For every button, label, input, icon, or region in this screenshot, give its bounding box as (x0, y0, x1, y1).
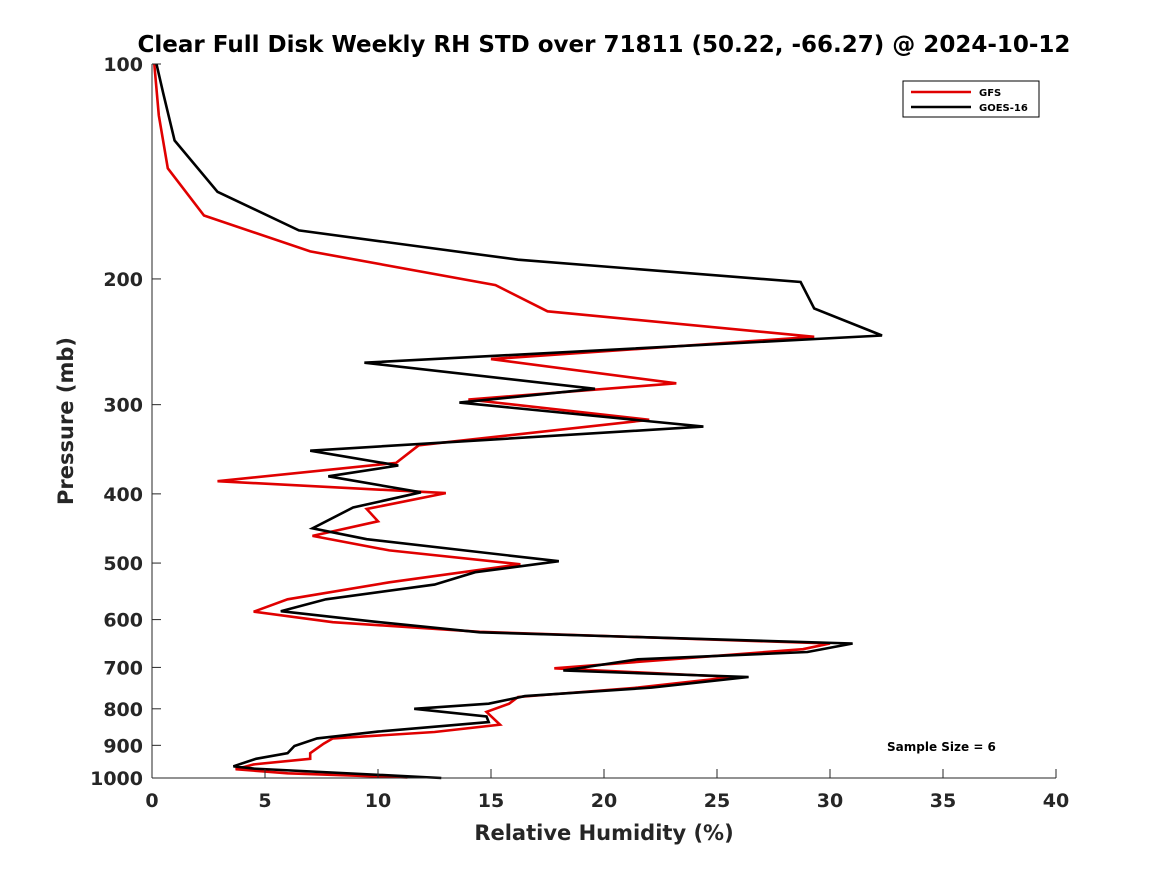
series-line-goes-16 (155, 63, 883, 780)
x-axis-label: Relative Humidity (%) (474, 821, 733, 845)
y-tick-label: 400 (103, 484, 143, 506)
y-tick-label: 600 (103, 610, 143, 632)
y-tick-label: 100 (103, 54, 143, 76)
plot-area (152, 64, 1056, 778)
x-tick-label: 0 (145, 790, 158, 812)
series-line-gfs (153, 63, 831, 779)
legend: GFS GOES-16 (902, 80, 1040, 118)
x-tick-label: 10 (365, 790, 391, 812)
x-tick-label: 20 (591, 790, 617, 812)
y-axis-label: Pressure (mb) (54, 337, 78, 505)
x-tick-label: 30 (817, 790, 843, 812)
legend-label-gfs: GFS (979, 88, 1001, 99)
x-tick-label: 5 (258, 790, 271, 812)
y-tick-label: 500 (103, 553, 143, 575)
y-tick-label: 900 (103, 735, 143, 757)
y-ticks: 100 200 300 400 500 600 700 800 900 1000 (90, 54, 161, 790)
sample-size-annotation: Sample Size = 6 (887, 740, 996, 754)
y-tick-label: 200 (103, 269, 143, 291)
x-tick-label: 25 (704, 790, 730, 812)
y-tick-label: 700 (103, 657, 143, 679)
series-layer (153, 63, 883, 780)
x-tick-label: 40 (1043, 790, 1069, 812)
y-tick-label: 1000 (90, 768, 143, 790)
y-tick-label: 800 (103, 699, 143, 721)
chart-title: Clear Full Disk Weekly RH STD over 71811… (138, 32, 1071, 58)
legend-label-goes16: GOES-16 (979, 103, 1028, 114)
legend-box (902, 80, 1040, 118)
x-tick-label: 35 (930, 790, 956, 812)
y-tick-label: 300 (103, 395, 143, 417)
x-tick-label: 15 (478, 790, 504, 812)
x-ticks: 0 5 10 15 20 25 30 35 40 (145, 769, 1069, 812)
